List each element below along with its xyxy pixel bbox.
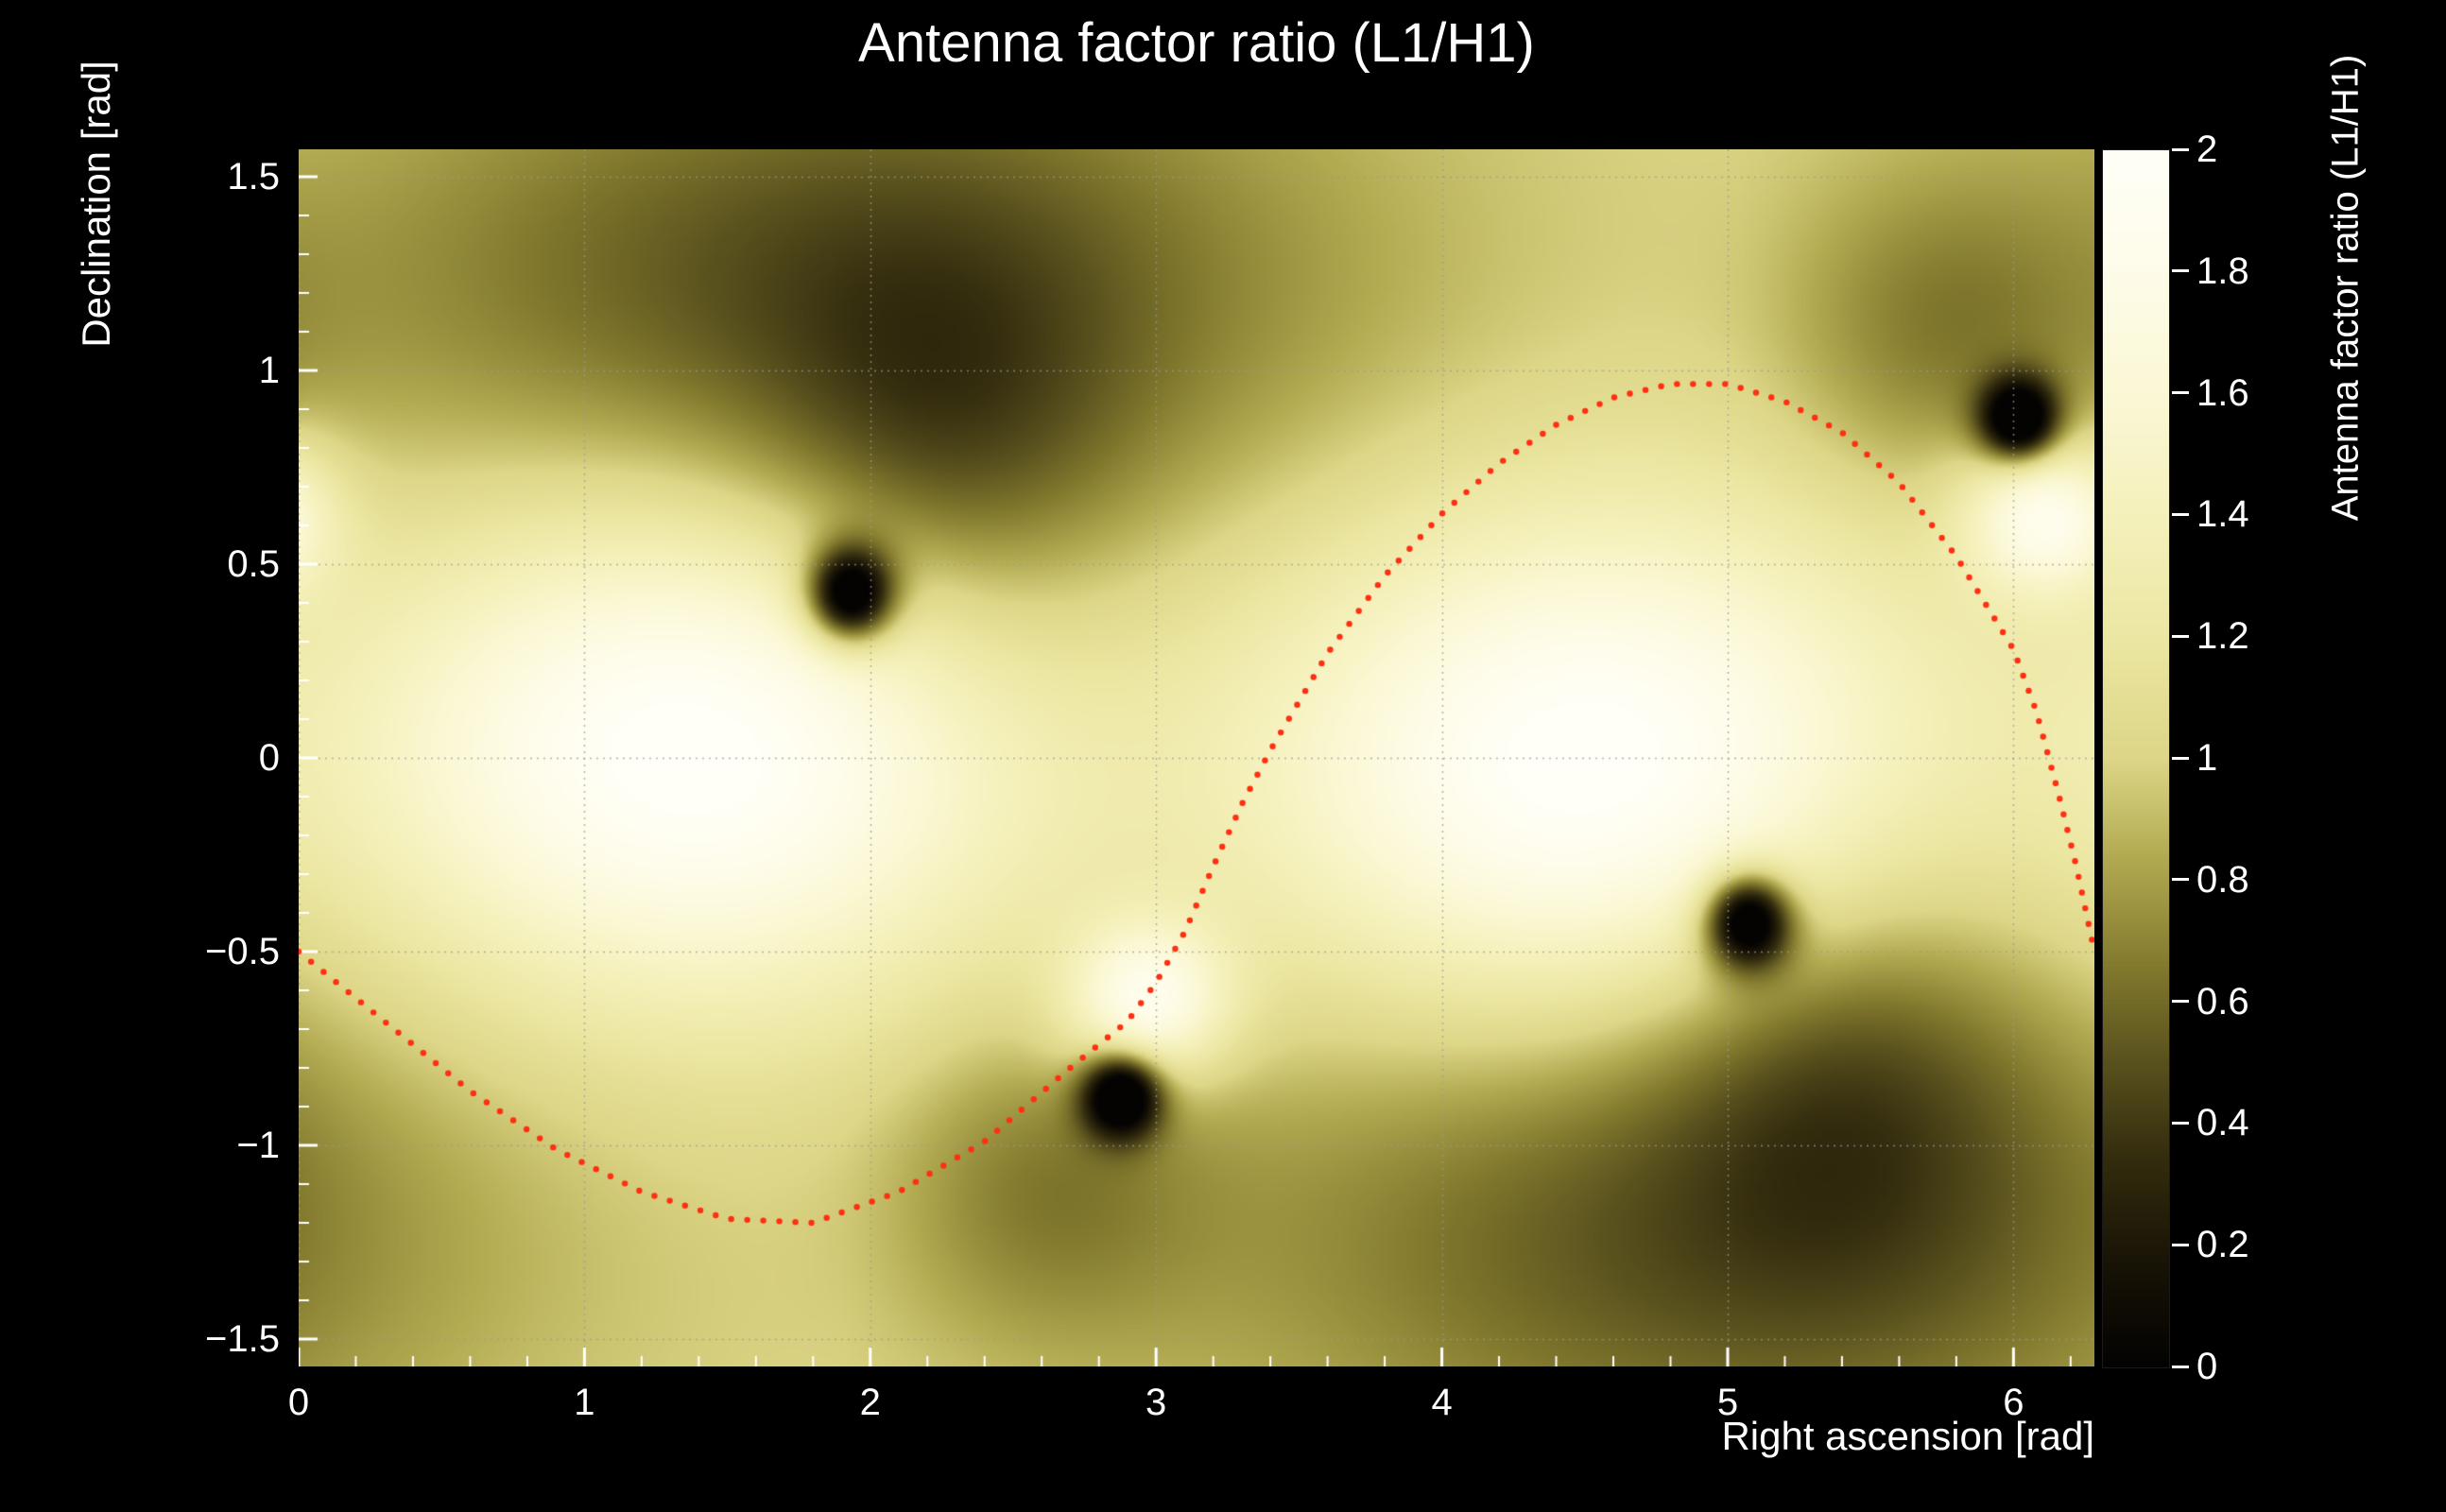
colorbar-tick-label: 1 [2196,737,2218,779]
colorbar-tick-label: 0 [2196,1346,2218,1387]
x-tick-label: 2 [859,1382,881,1423]
colorbar [2102,149,2170,1368]
y-tick-label: 1.5 [227,156,280,198]
chart-title: Antenna factor ratio (L1/H1) [858,12,1535,74]
y-tick-label: 0.5 [227,543,280,585]
x-axis-label: Right ascension [rad] [1721,1414,2094,1458]
x-tick-label: 3 [1145,1382,1167,1423]
colorbar-tick-mark [2172,147,2189,151]
y-tick-label: 1 [258,350,280,392]
x-tick-label: 1 [574,1382,595,1423]
colorbar-tick-mark [2172,634,2189,638]
colorbar-tick-mark [2172,1243,2189,1246]
colorbar-tick-mark [2172,512,2189,516]
colorbar-tick-label: 2 [2196,129,2218,170]
colorbar-tick-label: 1.2 [2196,615,2249,658]
heatmap-plot [299,149,2094,1366]
x-tick-label: 6 [2003,1382,2024,1423]
x-tick-label: 0 [287,1382,310,1423]
colorbar-tick-mark [2172,391,2189,395]
x-tick-label: 4 [1431,1382,1453,1423]
colorbar-tick-mark [2172,878,2189,882]
y-axis-label: Declination [rad] [74,60,118,348]
y-tick-label: −1 [236,1124,280,1166]
colorbar-tick-mark [2172,269,2189,273]
colorbar-tick-label: 1.8 [2196,249,2249,292]
colorbar-tick-label: 0.6 [2196,980,2249,1022]
colorbar-tick-mark [2172,1000,2189,1004]
colorbar-tick-label: 0.2 [2196,1224,2249,1266]
colorbar-tick-mark [2172,1365,2189,1368]
y-tick-label: −1.5 [205,1317,280,1360]
colorbar-tick-label: 1.6 [2196,371,2249,414]
colorbar-tick-mark [2172,1121,2189,1125]
y-tick-label: 0 [258,737,280,779]
colorbar-tick-label: 0.8 [2196,858,2249,901]
colorbar-tick-label: 1.4 [2196,493,2249,536]
y-tick-label: −0.5 [205,930,280,972]
colorbar-tick-label: 0.4 [2196,1102,2249,1144]
x-tick-label: 5 [1716,1382,1739,1423]
colorbar-tick-mark [2172,756,2189,760]
